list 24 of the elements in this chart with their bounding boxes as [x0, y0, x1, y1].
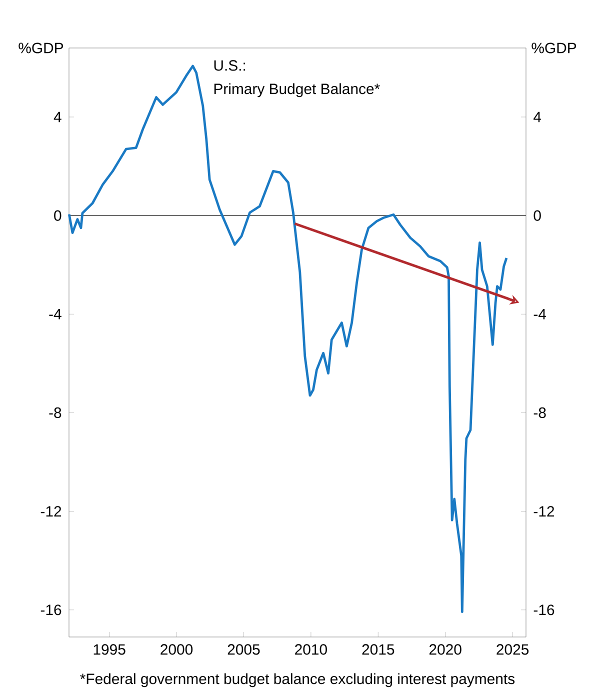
y-axis-title: %GDP — [18, 42, 64, 54]
x-tick-label: 2020 — [429, 644, 462, 655]
x-tick-label: 1995 — [94, 644, 126, 655]
x-tick-label: 2005 — [228, 644, 260, 655]
y-tick-label: -8 — [49, 407, 62, 418]
x-tick-label: 2025 — [496, 644, 529, 655]
y2-tick-label: -8 — [534, 407, 546, 418]
x-tick-label: 2010 — [295, 644, 327, 655]
text: *Federal government budget balance excluding interest payments — [80, 673, 515, 688]
text: U.S.: — [214, 60, 246, 71]
y-tick-label: -4 — [49, 309, 62, 320]
text: Primary Budget Balance* — [214, 83, 380, 98]
y2-tick-label: -4 — [534, 309, 546, 320]
x-tick-label: 2000 — [160, 644, 193, 655]
y2-axis-title: %GDP — [532, 42, 576, 54]
y2-tick-label: 4 — [534, 112, 542, 122]
y-tick-label: 4 — [54, 112, 62, 122]
y2-tick-label: -16 — [534, 604, 554, 616]
y2-tick-label: -12 — [534, 506, 554, 517]
y-tick-label: -12 — [40, 506, 62, 517]
x-tick-label: 2015 — [362, 644, 394, 655]
y2-tick-label: 0 — [534, 210, 541, 221]
y-tick-label: 0 — [54, 210, 62, 221]
y-tick-label: -16 — [40, 604, 62, 616]
